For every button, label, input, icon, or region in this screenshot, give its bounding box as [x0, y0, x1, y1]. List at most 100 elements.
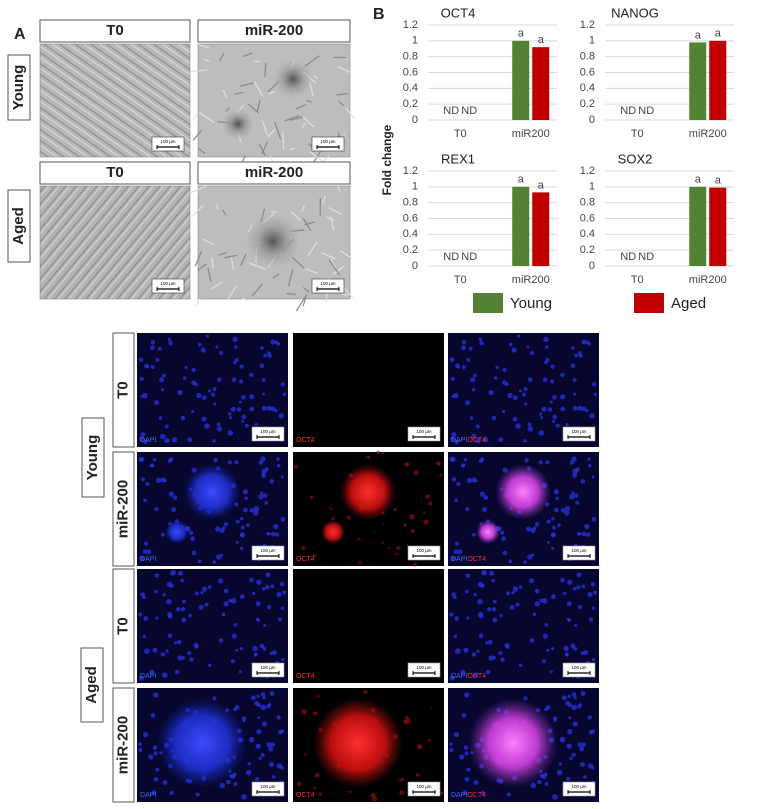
nucleus: [241, 419, 245, 423]
nucleus: [219, 782, 225, 789]
value-label: a: [518, 28, 525, 40]
nucleus: [577, 704, 582, 709]
channel-label: DAPI: [140, 792, 156, 799]
nucleus: [578, 605, 583, 610]
nucleus: [212, 560, 217, 564]
label: miR-200: [245, 22, 303, 39]
y-tick-label: 0.2: [580, 244, 595, 256]
cell: [328, 259, 341, 276]
nucleus: [534, 522, 540, 527]
nucleus: [139, 436, 145, 442]
nucleus: [207, 389, 211, 393]
speckle: [401, 777, 405, 781]
nucleus: [261, 721, 267, 727]
nucleus: [160, 532, 165, 537]
nucleus: [153, 777, 159, 782]
nucleus: [473, 592, 477, 597]
speckle: [313, 786, 317, 790]
nucleus: [162, 672, 168, 678]
cell: [249, 262, 266, 270]
bar: Young: [689, 42, 707, 120]
nucleus: [276, 463, 281, 468]
nucleus: [487, 639, 493, 645]
cell: [243, 52, 253, 58]
speckle: [388, 547, 391, 550]
nucleus: [549, 400, 553, 404]
channel-dapi: DAPI: [451, 673, 467, 680]
nucleus: [581, 742, 587, 747]
nucleus: [555, 496, 559, 501]
cell: [224, 254, 237, 259]
nucleus: [177, 655, 183, 661]
nucleus: [138, 612, 143, 617]
nucleus: [233, 623, 238, 627]
nucleus: [488, 570, 495, 576]
nucleus: [528, 377, 533, 382]
channel-oct4: OCT4: [296, 556, 315, 563]
speckle: [429, 706, 432, 709]
nucleus: [564, 510, 570, 516]
nucleus: [522, 392, 527, 397]
nucleus: [190, 536, 195, 541]
nucleus: [253, 505, 260, 512]
cell: [261, 119, 268, 136]
nucleus: [566, 776, 571, 781]
nucleus: [473, 672, 479, 678]
channel-label: DAPI: [140, 556, 156, 563]
cell: [301, 205, 305, 213]
bar: Aged: [532, 192, 550, 266]
nucleus: [280, 475, 284, 479]
speckle: [376, 450, 380, 455]
nucleus: [213, 402, 217, 406]
nucleus: [584, 523, 590, 530]
nucleus: [150, 340, 156, 345]
nucleus: [502, 550, 508, 556]
channel-oct4: OCT4: [467, 437, 486, 444]
y-tick-label: 0.4: [403, 82, 418, 94]
cell: [254, 81, 264, 97]
nucleus: [538, 460, 543, 465]
speckle: [348, 790, 352, 794]
nucleus: [234, 345, 238, 349]
nucleus: [195, 792, 200, 797]
label: T0: [114, 381, 131, 399]
nucleus: [574, 493, 579, 498]
nucleus: [557, 523, 561, 527]
nucleus: [541, 406, 547, 412]
nucleus: [488, 389, 494, 396]
nucleus: [198, 604, 204, 610]
nucleus: [538, 412, 543, 416]
nucleus: [572, 468, 578, 475]
nucleus: [468, 346, 473, 351]
nucleus: [232, 336, 238, 343]
nucleus: [223, 601, 229, 607]
nucleus: [144, 363, 149, 369]
value-label: ND: [443, 251, 459, 263]
nucleus: [235, 540, 239, 544]
label: Young: [84, 435, 101, 481]
colony: [157, 698, 247, 788]
speckle: [295, 792, 298, 795]
cell: [344, 107, 356, 120]
nucleus: [471, 477, 477, 483]
nucleus: [176, 639, 182, 645]
nucleus: [581, 339, 587, 345]
nucleus: [552, 394, 557, 400]
nucleus: [449, 675, 455, 681]
y-tick-label: 0.6: [580, 66, 595, 78]
channel-label: DAPIOCT4: [451, 556, 486, 563]
nucleus: [276, 715, 281, 720]
nucleus: [527, 422, 532, 427]
bar: Aged: [709, 187, 727, 266]
cell: [309, 151, 324, 163]
cell: [267, 129, 276, 138]
nucleus: [201, 395, 207, 401]
nucleus: [466, 767, 471, 772]
nucleus: [567, 579, 573, 585]
nucleus: [587, 715, 592, 720]
speckle: [346, 515, 351, 520]
speckle: [398, 778, 403, 783]
colony: [476, 520, 500, 544]
nucleus: [195, 591, 199, 596]
nucleus: [518, 585, 523, 589]
